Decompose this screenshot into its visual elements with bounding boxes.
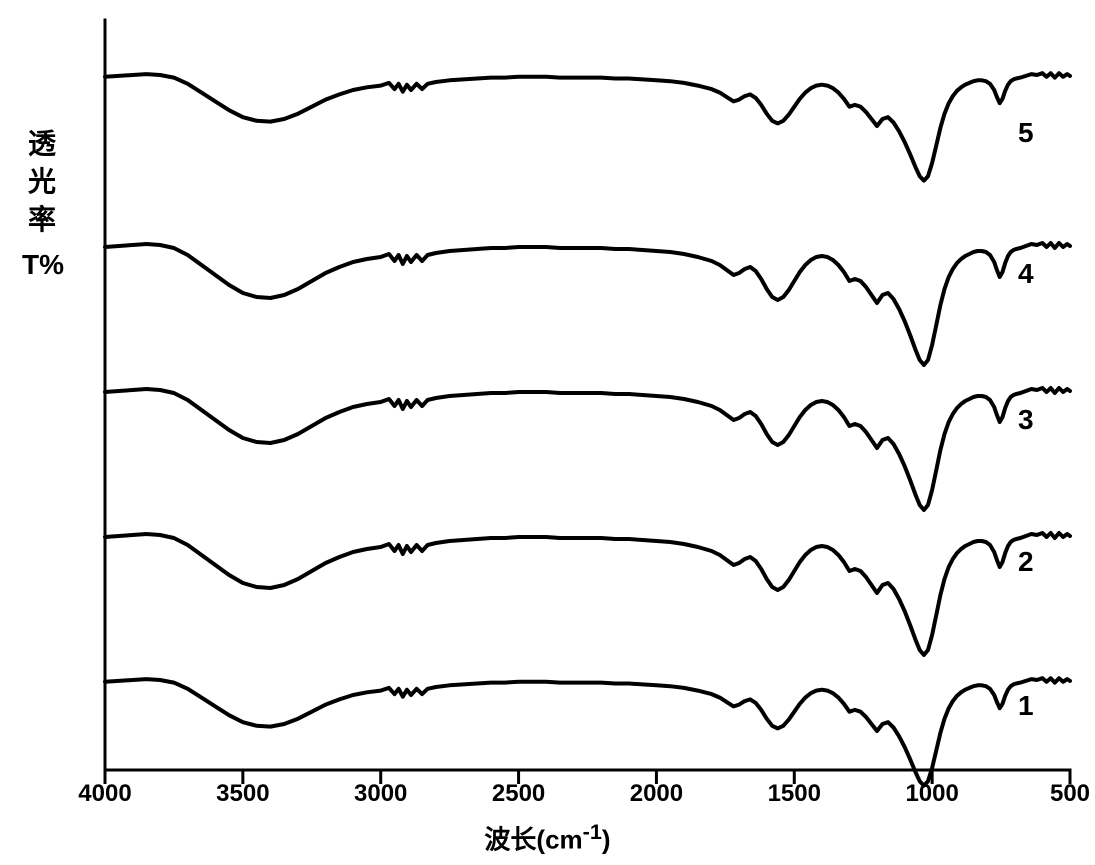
x-axis-label-suffix: ) — [602, 825, 611, 855]
y-axis-label-char: 透 — [22, 125, 62, 163]
series-2 — [105, 533, 1070, 655]
series-label-5: 5 — [1018, 117, 1034, 149]
series-label-4: 4 — [1018, 258, 1034, 290]
series-3 — [105, 388, 1070, 510]
series-label-3: 3 — [1018, 404, 1034, 436]
y-axis-label-char: 光 — [22, 163, 62, 201]
series-label-2: 2 — [1018, 546, 1034, 578]
x-axis-label-text: 波长(cm — [484, 825, 582, 855]
x-tick-label: 1500 — [768, 780, 821, 808]
y-axis-label-char: T% — [22, 246, 62, 284]
x-tick-label: 2000 — [630, 780, 683, 808]
x-tick-label: 4000 — [78, 780, 131, 808]
x-tick-label: 1000 — [905, 780, 958, 808]
y-axis-label-char: 率 — [22, 201, 62, 239]
x-tick-label: 3500 — [216, 780, 269, 808]
x-axis-label: 波长(cm-1) — [0, 819, 1095, 857]
ftir-chart: 透 光 率 T% 波长(cm-1) 4000350030002500200015… — [0, 0, 1095, 865]
series-5 — [105, 73, 1070, 180]
chart-svg — [0, 0, 1095, 865]
x-tick-label: 3000 — [354, 780, 407, 808]
x-tick-label: 500 — [1050, 780, 1090, 808]
series-4 — [105, 243, 1070, 365]
series-label-1: 1 — [1018, 690, 1034, 722]
x-axis-label-sup: -1 — [583, 819, 602, 844]
y-axis-label: 透 光 率 T% — [22, 125, 62, 284]
x-tick-label: 2500 — [492, 780, 545, 808]
